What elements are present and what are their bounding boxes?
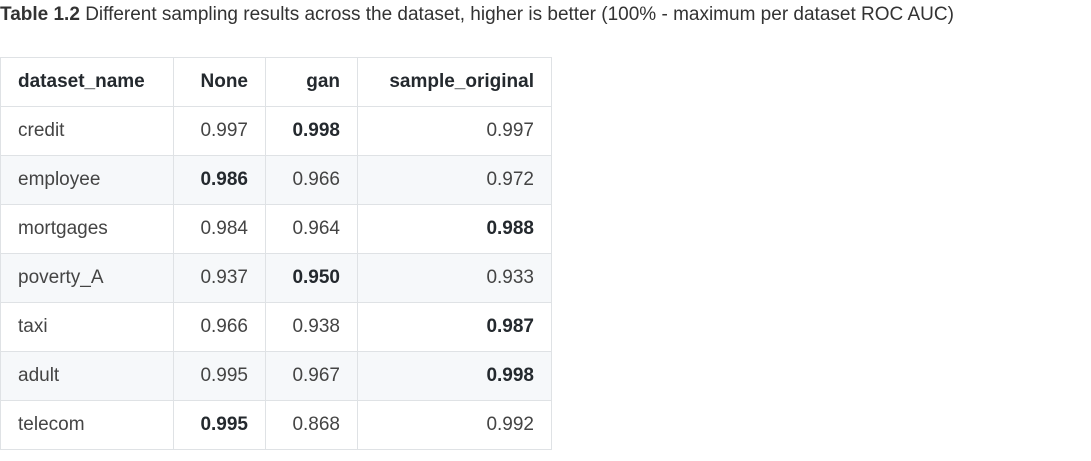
value-cell: 0.964 bbox=[265, 204, 358, 254]
value-cell: 0.986 bbox=[173, 155, 266, 205]
caption-label: Table 1.2 bbox=[0, 4, 80, 25]
table-row: taxi 0.966 0.938 0.987 bbox=[0, 302, 552, 352]
caption: Table 1.2 Different sampling results acr… bbox=[0, 4, 954, 26]
value-cell: 0.984 bbox=[173, 204, 266, 254]
dataset-cell: taxi bbox=[0, 302, 174, 352]
table-row: credit 0.997 0.998 0.997 bbox=[0, 106, 552, 156]
value-cell: 0.966 bbox=[173, 302, 266, 352]
column-header: gan bbox=[265, 57, 358, 107]
value-cell: 0.988 bbox=[357, 204, 552, 254]
results-table: dataset_name None gan sample_original credi… bbox=[0, 57, 552, 450]
value-cell: 0.868 bbox=[265, 400, 358, 450]
table-body: credit 0.997 0.998 0.997 employee 0.986 0.966 0… bbox=[0, 106, 552, 450]
value-cell: 0.938 bbox=[265, 302, 358, 352]
value-cell: 0.972 bbox=[357, 155, 552, 205]
value-cell: 0.937 bbox=[173, 253, 266, 303]
value-cell: 0.997 bbox=[173, 106, 266, 156]
value-cell: 0.950 bbox=[265, 253, 358, 303]
value-cell: 0.995 bbox=[173, 400, 266, 450]
dataset-cell: credit bbox=[0, 106, 174, 156]
dataset-cell: poverty_A bbox=[0, 253, 174, 303]
column-header: dataset_name bbox=[0, 57, 174, 107]
dataset-cell: adult bbox=[0, 351, 174, 401]
value-cell: 0.967 bbox=[265, 351, 358, 401]
value-cell: 0.933 bbox=[357, 253, 552, 303]
caption-text: Different sampling results across the da… bbox=[85, 4, 954, 25]
column-header: sample_original bbox=[357, 57, 552, 107]
value-cell: 0.998 bbox=[357, 351, 552, 401]
value-cell: 0.966 bbox=[265, 155, 358, 205]
value-cell: 0.987 bbox=[357, 302, 552, 352]
table-row: telecom 0.995 0.868 0.992 bbox=[0, 400, 552, 450]
table-row: poverty_A 0.937 0.950 0.933 bbox=[0, 253, 552, 303]
table-row: mortgages 0.984 0.964 0.988 bbox=[0, 204, 552, 254]
value-cell: 0.992 bbox=[357, 400, 552, 450]
table-row: employee 0.986 0.966 0.972 bbox=[0, 155, 552, 205]
value-cell: 0.995 bbox=[173, 351, 266, 401]
table-row: adult 0.995 0.967 0.998 bbox=[0, 351, 552, 401]
dataset-cell: telecom bbox=[0, 400, 174, 450]
column-header: None bbox=[173, 57, 266, 107]
dataset-cell: mortgages bbox=[0, 204, 174, 254]
dataset-cell: employee bbox=[0, 155, 174, 205]
value-cell: 0.998 bbox=[265, 106, 358, 156]
value-cell: 0.997 bbox=[357, 106, 552, 156]
header-row: dataset_name None gan sample_original bbox=[0, 57, 552, 107]
